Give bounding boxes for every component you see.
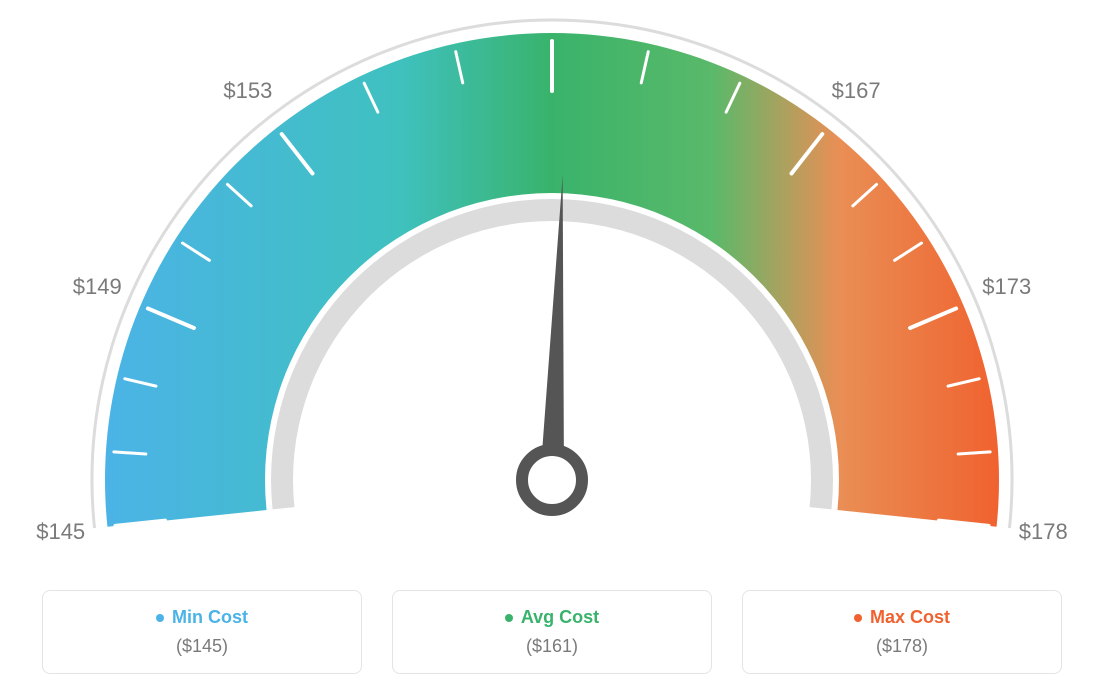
legend-title-avg: Avg Cost xyxy=(403,607,701,628)
legend-title-avg-text: Avg Cost xyxy=(521,607,599,628)
legend-title-min-text: Min Cost xyxy=(172,607,248,628)
legend-title-max-text: Max Cost xyxy=(870,607,950,628)
legend-value-avg: ($161) xyxy=(403,636,701,657)
legend-card-max: Max Cost ($178) xyxy=(742,590,1062,674)
legend-dot-min xyxy=(156,614,164,622)
legend-value-min: ($145) xyxy=(53,636,351,657)
legend-dot-max xyxy=(854,614,862,622)
legend-row: Min Cost ($145) Avg Cost ($161) Max Cost… xyxy=(0,590,1104,674)
gauge-tick-label: $173 xyxy=(982,274,1031,300)
legend-title-min: Min Cost xyxy=(53,607,351,628)
gauge-chart-container: $145$149$153$161$167$173$178 Min Cost ($… xyxy=(0,0,1104,690)
legend-title-max: Max Cost xyxy=(753,607,1051,628)
gauge-svg xyxy=(0,0,1104,560)
gauge-area: $145$149$153$161$167$173$178 xyxy=(0,0,1104,560)
gauge-tick-label: $153 xyxy=(223,78,272,104)
gauge-tick-label: $145 xyxy=(36,519,85,545)
gauge-tick-label: $149 xyxy=(73,274,122,300)
gauge-tick-label: $167 xyxy=(832,78,881,104)
legend-card-avg: Avg Cost ($161) xyxy=(392,590,712,674)
legend-card-min: Min Cost ($145) xyxy=(42,590,362,674)
legend-dot-avg xyxy=(505,614,513,622)
gauge-tick-label: $178 xyxy=(1019,519,1068,545)
legend-value-max: ($178) xyxy=(753,636,1051,657)
